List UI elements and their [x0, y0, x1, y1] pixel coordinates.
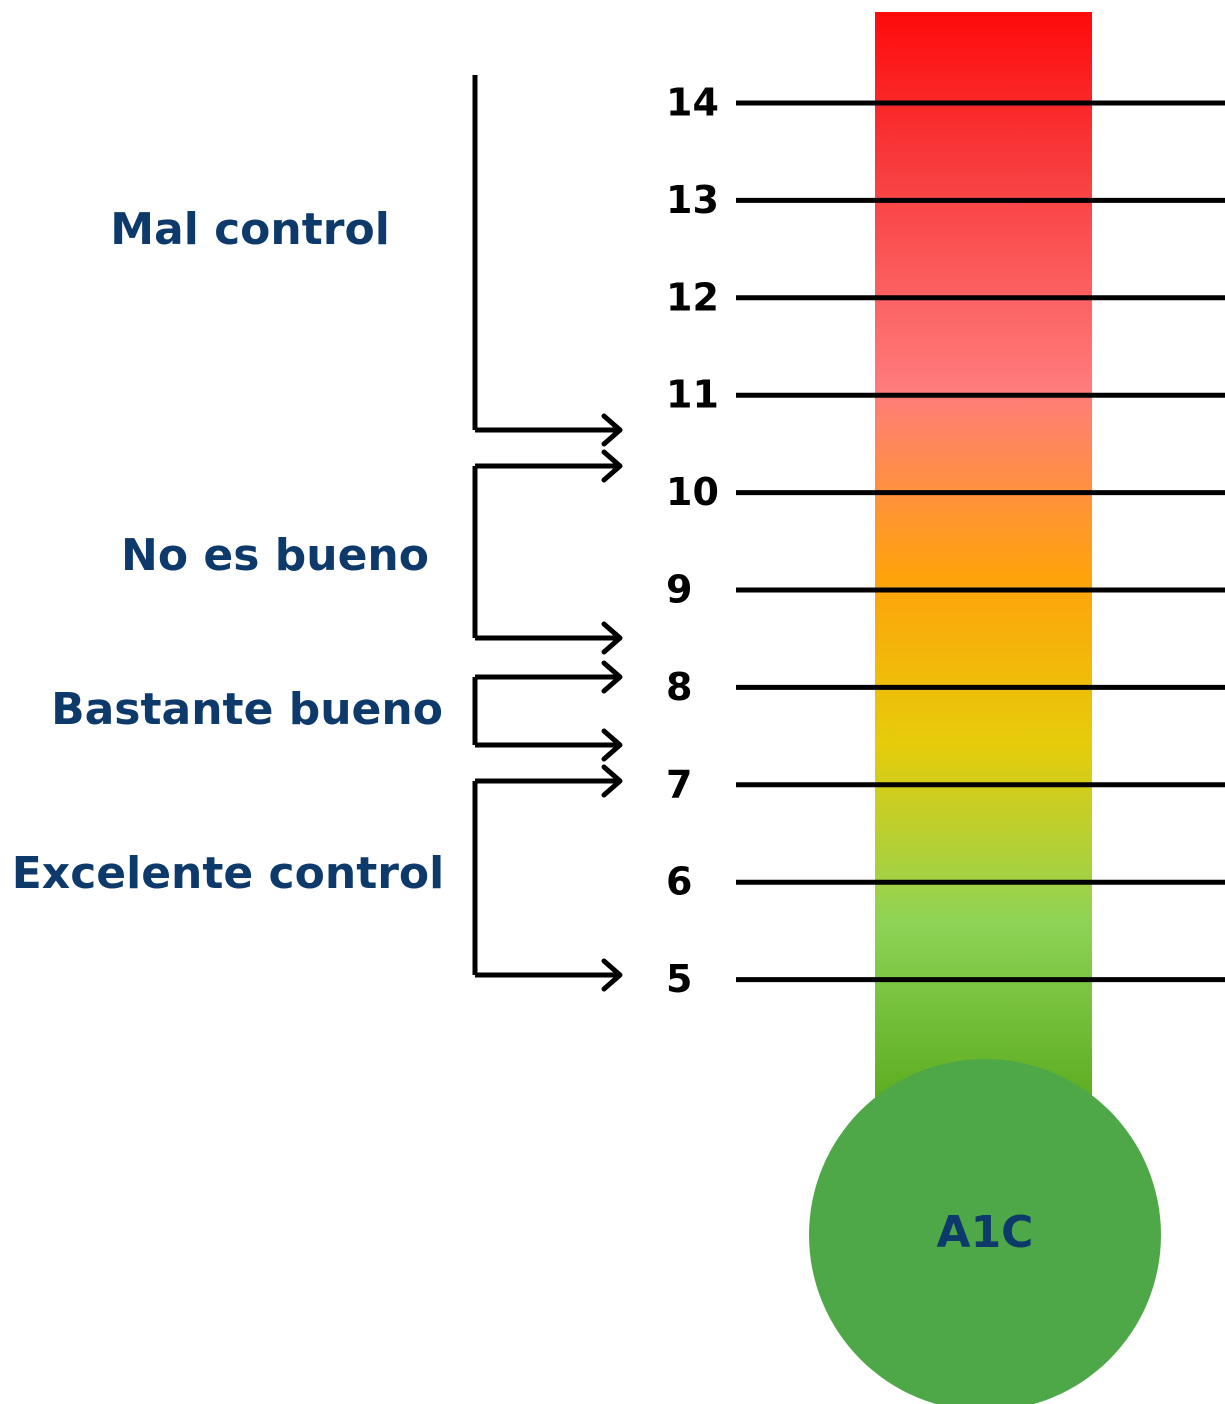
scale-label: 9: [666, 568, 692, 612]
scale-label: 5: [666, 957, 692, 1001]
bulb-label: A1C: [937, 1207, 1034, 1258]
range-label: Bastante bueno: [51, 684, 443, 735]
scale-and-ranges: 14 13 12 11 10 9 8 7 6 5 Mal control No es bueno Bas…: [12, 75, 1225, 1001]
arrow-head: [601, 660, 623, 694]
range-label: Mal control: [110, 204, 390, 255]
range-label: No es bueno: [121, 530, 429, 581]
scale-label: 8: [666, 665, 692, 709]
arrow-head: [601, 449, 623, 483]
range-label: Excelente control: [12, 848, 444, 899]
thermometer-tube: [875, 12, 1092, 1122]
scale-label: 10: [666, 470, 719, 514]
scale-label: 7: [666, 762, 692, 806]
thermometer-bulb: [809, 1059, 1161, 1404]
scale-label: 12: [666, 275, 719, 319]
scale-label: 13: [666, 178, 719, 222]
scale-label: 6: [666, 860, 692, 904]
arrow-head: [601, 728, 623, 762]
arrow-head: [601, 413, 623, 447]
arrow-head: [601, 958, 623, 992]
arrow-head: [601, 621, 623, 655]
scale-label: 14: [666, 81, 719, 125]
arrow-head: [601, 764, 623, 798]
scale-label: 11: [666, 373, 719, 417]
